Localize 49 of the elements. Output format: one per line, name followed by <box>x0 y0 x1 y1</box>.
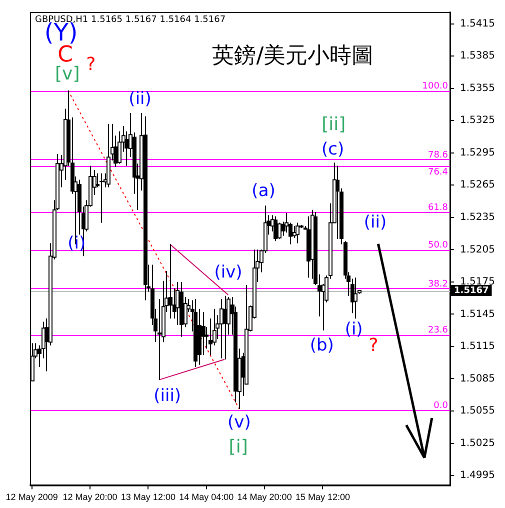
annotation: (a) <box>252 180 276 201</box>
y-tick-label: 1.5295 <box>460 147 496 158</box>
annotation: ? <box>86 54 96 76</box>
x-tick-label: 13 May 12:00 <box>120 492 176 502</box>
annotation: 0.0 <box>434 400 448 411</box>
annotation: [i] <box>228 436 248 458</box>
annotation: 50.0 <box>428 240 448 251</box>
y-tick-label: 1.5145 <box>460 308 496 320</box>
y-tick-label: 1.5055 <box>460 406 496 417</box>
y-tick-label: 1.5415 <box>460 18 496 30</box>
annotation: (v) <box>228 412 251 433</box>
y-tick-label: 1.5115 <box>460 341 496 352</box>
annotation: (i) <box>344 319 363 340</box>
y-tick-label: 1.4995 <box>460 470 496 482</box>
annotation: 78.6 <box>428 150 448 160</box>
y-tick-label: 1.5085 <box>460 373 496 384</box>
annotation: (c) <box>322 140 344 160</box>
annotation: 61.8 <box>428 203 448 214</box>
x-tick-label: 15 May 12:00 <box>295 492 350 502</box>
y-tick-label: 1.5205 <box>460 244 496 256</box>
x-tick-label: 14 May 04:00 <box>179 492 234 502</box>
y-tick-label: 1.5025 <box>460 438 496 449</box>
candlestick <box>202 312 206 356</box>
annotation: (iii) <box>154 386 182 406</box>
annotation: ? <box>368 334 378 356</box>
annotation: 38.2 <box>428 279 448 290</box>
text: 英鎊/美元小時圖 <box>212 44 374 69</box>
annotation: 23.6 <box>428 326 448 336</box>
candlestick <box>274 216 278 242</box>
annotation: (b) <box>310 336 334 356</box>
y-tick-label: 1.5355 <box>460 82 496 94</box>
ref-line-label: 1.5167 <box>454 286 489 296</box>
annotation: (ii) <box>364 212 387 232</box>
x-tick-label: 12 May 20:00 <box>62 492 118 502</box>
x-tick-label: 14 May 20:00 <box>237 492 292 502</box>
annotation: [v] <box>55 64 80 85</box>
annotation: 100.0 <box>422 82 448 92</box>
annotation: (ii) <box>128 88 152 109</box>
y-tick-label: 1.5265 <box>460 180 496 191</box>
x-tick-label: 12 May 2009 <box>6 492 58 502</box>
y-tick-label: 1.5325 <box>460 115 496 126</box>
annotation: (iv) <box>214 262 242 283</box>
candlestick <box>158 298 162 380</box>
candlestick <box>100 172 104 224</box>
y-tick-label: 1.5385 <box>460 50 496 62</box>
annotation: 76.4 <box>428 168 448 178</box>
y-tick-label: 1.5235 <box>460 212 496 224</box>
candlestick <box>168 244 172 320</box>
annotation: [ii] <box>322 114 346 136</box>
